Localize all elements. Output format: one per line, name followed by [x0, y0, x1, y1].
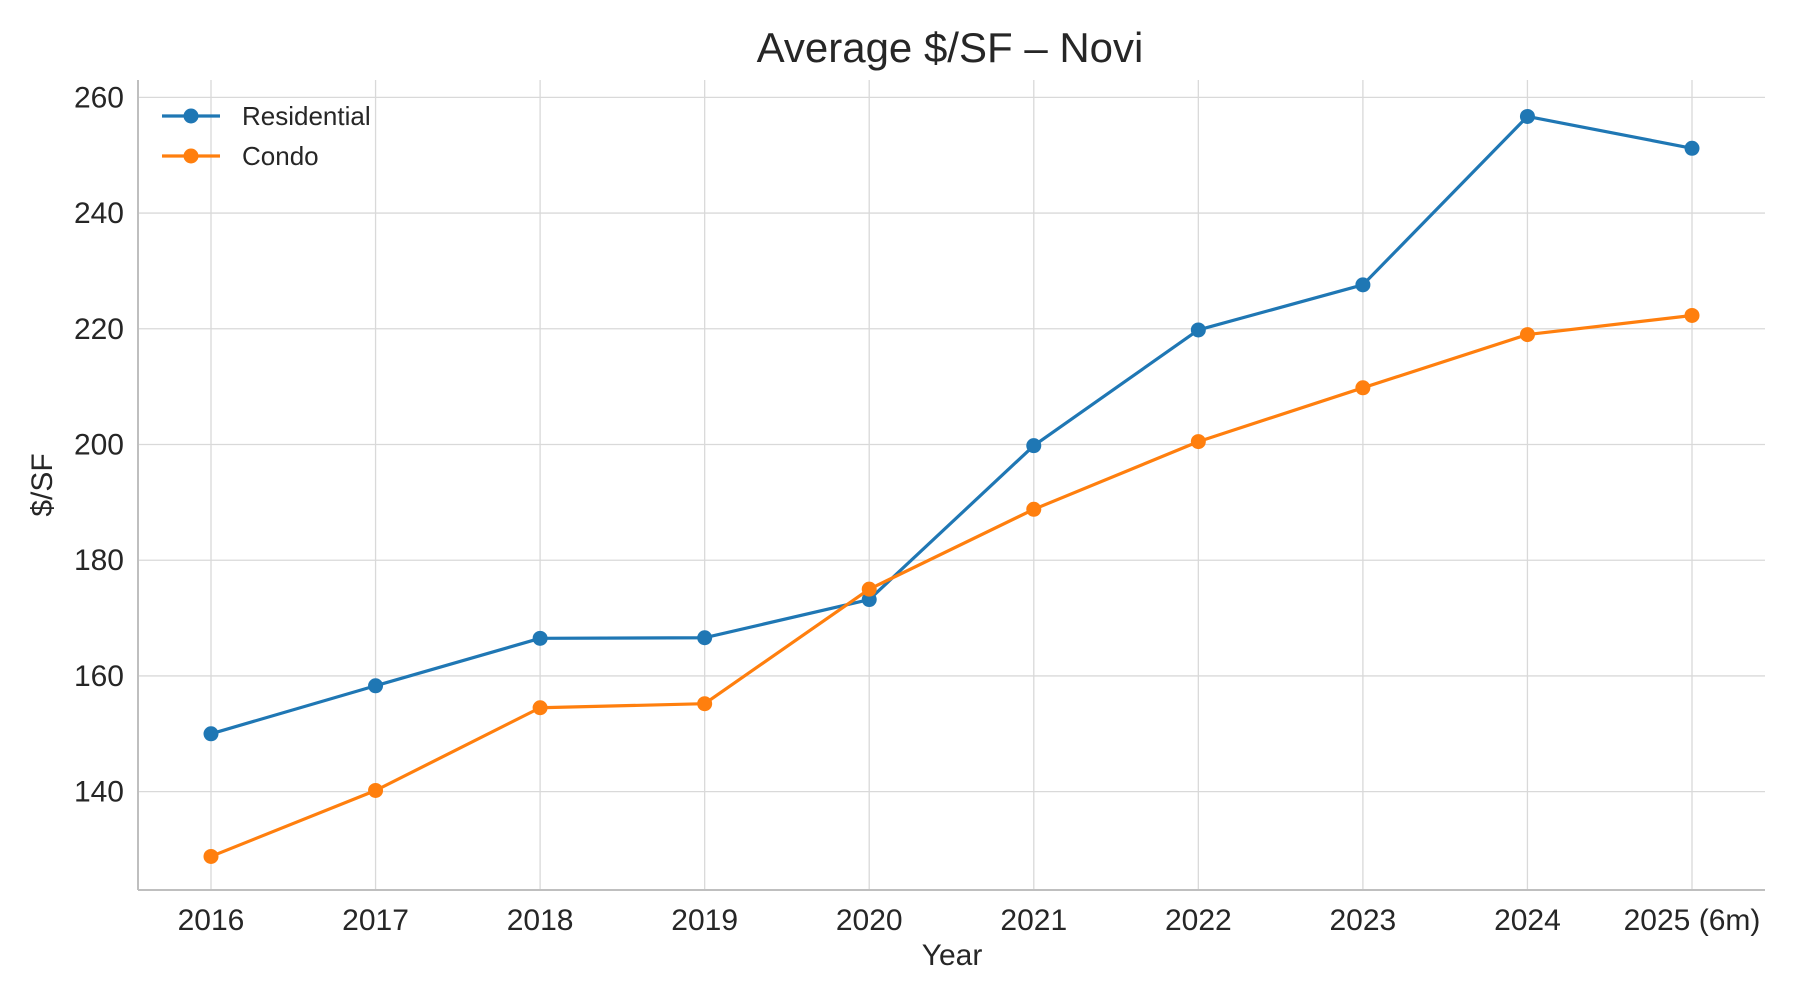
data-point-condo [697, 696, 713, 712]
series-line-condo [209, 313, 1694, 859]
data-point-residential [203, 726, 219, 742]
legend-swatch-marker [183, 108, 199, 124]
data-point-residential [861, 592, 877, 608]
x-tick-label: 2021 [1000, 904, 1067, 937]
data-point-condo [532, 700, 548, 716]
grid [138, 80, 1765, 890]
data-point-residential [368, 678, 384, 694]
y-tick-label: 140 [74, 776, 124, 809]
legend-entry-residential: Residential [162, 101, 371, 131]
data-point-condo [1519, 327, 1535, 343]
x-tick-label: 2024 [1494, 904, 1561, 937]
x-tick-label: 2016 [178, 904, 245, 937]
data-point-residential [1519, 108, 1535, 124]
x-axis-label: Year [922, 939, 983, 972]
data-point-residential [1355, 277, 1371, 293]
series-line-residential [209, 114, 1694, 736]
y-tick-label: 260 [74, 81, 124, 114]
data-point-condo [1026, 501, 1042, 517]
x-tick-label: 2019 [671, 904, 738, 937]
series-residential [203, 108, 1700, 742]
y-tick-label: 180 [74, 544, 124, 577]
data-point-condo [1355, 380, 1371, 396]
x-tick-label: 2018 [507, 904, 574, 937]
data-point-residential [532, 630, 548, 646]
legend-label: Residential [242, 101, 371, 131]
data-point-condo [368, 782, 384, 798]
legend-label: Condo [242, 141, 319, 171]
data-point-residential [1190, 322, 1206, 338]
data-point-residential [1684, 140, 1700, 156]
x-tick-label: 2017 [342, 904, 409, 937]
y-axis-label: $/SF [26, 453, 59, 516]
x-axis-ticks: 2016 2017 2018 2019 2020 2021 2022 2023 2024 2025… [178, 904, 1761, 937]
data-point-residential [697, 630, 713, 646]
x-tick-label: 2020 [836, 904, 903, 937]
x-tick-label: 2022 [1165, 904, 1232, 937]
y-tick-label: 220 [74, 313, 124, 346]
y-tick-label: 160 [74, 660, 124, 693]
y-tick-label: 200 [74, 429, 124, 462]
y-axis-ticks: 140 160 180 200 220 240 260 [74, 81, 124, 808]
data-point-condo [203, 848, 219, 864]
x-tick-label: 2023 [1330, 904, 1397, 937]
x-tick-label: 2025 (6m) [1624, 904, 1761, 937]
data-point-condo [1684, 307, 1700, 323]
series-condo [203, 307, 1700, 864]
series-layer [203, 108, 1700, 864]
data-point-condo [1190, 434, 1206, 450]
chart-title: Average $/SF – Novi [757, 24, 1144, 71]
data-point-condo [861, 581, 877, 597]
y-tick-label: 240 [74, 197, 124, 230]
legend-entry-condo: Condo [162, 141, 319, 171]
legend-swatch-marker [183, 148, 199, 164]
data-point-residential [1026, 438, 1042, 454]
legend: Residential Condo [162, 101, 371, 171]
